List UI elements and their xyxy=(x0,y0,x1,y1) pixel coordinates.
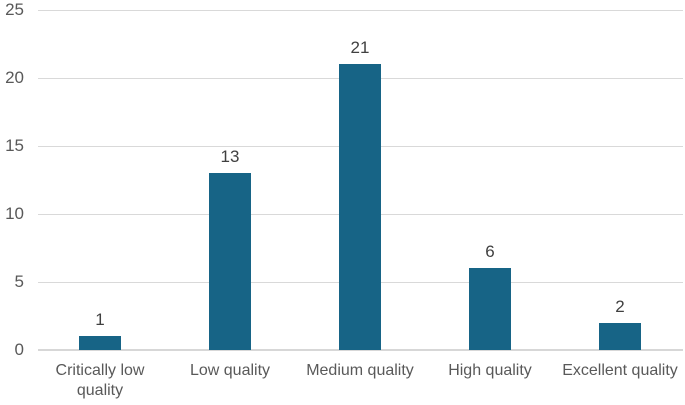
y-tick-label-10: 10 xyxy=(5,204,24,223)
bar-value-label-excellent-quality: 2 xyxy=(615,296,625,316)
bar-value-label-low-quality: 13 xyxy=(220,147,240,167)
bar-excellent-quality xyxy=(599,322,641,350)
bar-value-label-critically-low-quality: 1 xyxy=(95,310,105,330)
x-category-label-critically-low-quality: Critically low quality xyxy=(55,362,145,399)
x-category-label-low-quality: Low quality xyxy=(189,362,271,379)
bar-medium-quality xyxy=(339,64,381,350)
x-category-label-excellent-quality: Excellent quality xyxy=(562,362,678,379)
x-axis-line xyxy=(38,349,683,351)
y-tick-label-5: 5 xyxy=(14,272,24,291)
x-category-label-medium-quality: Medium quality xyxy=(306,362,414,379)
bar-high-quality xyxy=(469,268,511,350)
gridline-25 xyxy=(38,9,683,11)
y-tick-label-20: 20 xyxy=(5,68,24,87)
y-tick-label-0: 0 xyxy=(14,340,24,359)
y-tick-label-15: 15 xyxy=(5,136,24,155)
x-category-label-high-quality: High quality xyxy=(448,362,532,379)
bar-critically-low-quality xyxy=(79,336,121,350)
bar-value-label-high-quality: 6 xyxy=(485,242,495,262)
bar-value-label-medium-quality: 21 xyxy=(350,38,370,58)
bar-low-quality xyxy=(209,173,251,350)
y-tick-label-25: 25 xyxy=(5,0,24,19)
